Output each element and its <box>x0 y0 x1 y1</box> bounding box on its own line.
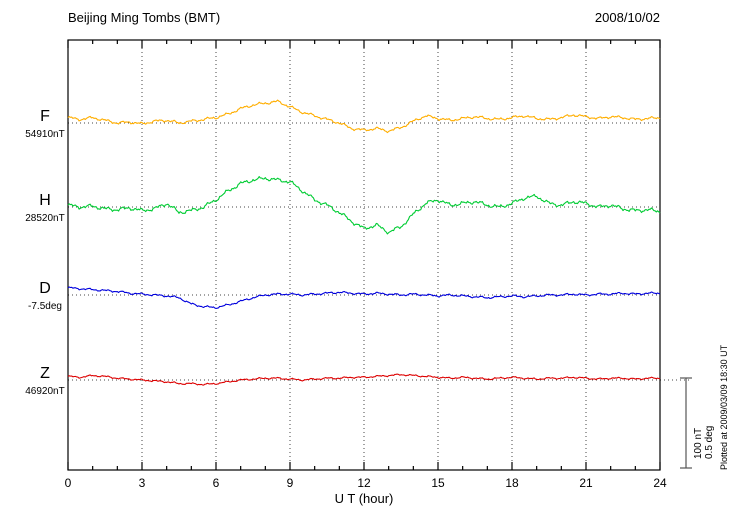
x-axis-label: U T (hour) <box>335 491 394 506</box>
x-tick-label: 3 <box>139 476 146 490</box>
x-tick-label: 9 <box>287 476 294 490</box>
x-tick-label: 18 <box>505 476 519 490</box>
x-tick-label: 12 <box>357 476 371 490</box>
series-label-z: Z <box>40 365 50 382</box>
x-tick-label: 0 <box>65 476 72 490</box>
series-label-f: F <box>40 108 50 125</box>
trace-F <box>67 99 661 134</box>
scalebar-nt-label: 100 nT <box>693 428 704 459</box>
x-tick-label: 6 <box>213 476 220 490</box>
x-tick-label: 15 <box>431 476 445 490</box>
chart-date: 2008/10/02 <box>595 10 660 25</box>
x-tick-label: 24 <box>653 476 667 490</box>
scalebar-deg-label: 0.5 deg <box>704 426 715 459</box>
trace-D <box>67 286 661 310</box>
trace-H <box>67 176 661 235</box>
series-baseline-z: 46920nT <box>25 386 64 397</box>
x-tick-label: 21 <box>579 476 593 490</box>
plotted-at-note: Plotted at 2009/03/09 18:30 UT <box>719 344 729 470</box>
series-label-h: H <box>39 192 51 209</box>
trace-Z <box>67 373 661 386</box>
chart-title: Beijing Ming Tombs (BMT) <box>68 10 220 25</box>
series-baseline-h: 28520nT <box>25 213 64 224</box>
series-baseline-d: -7.5deg <box>28 301 62 312</box>
plot-layer: 0 3 6 9 12 15 18 21 24 <box>65 39 692 490</box>
series-label-d: D <box>39 280 51 297</box>
series-baseline-f: 54910nT <box>25 129 64 140</box>
